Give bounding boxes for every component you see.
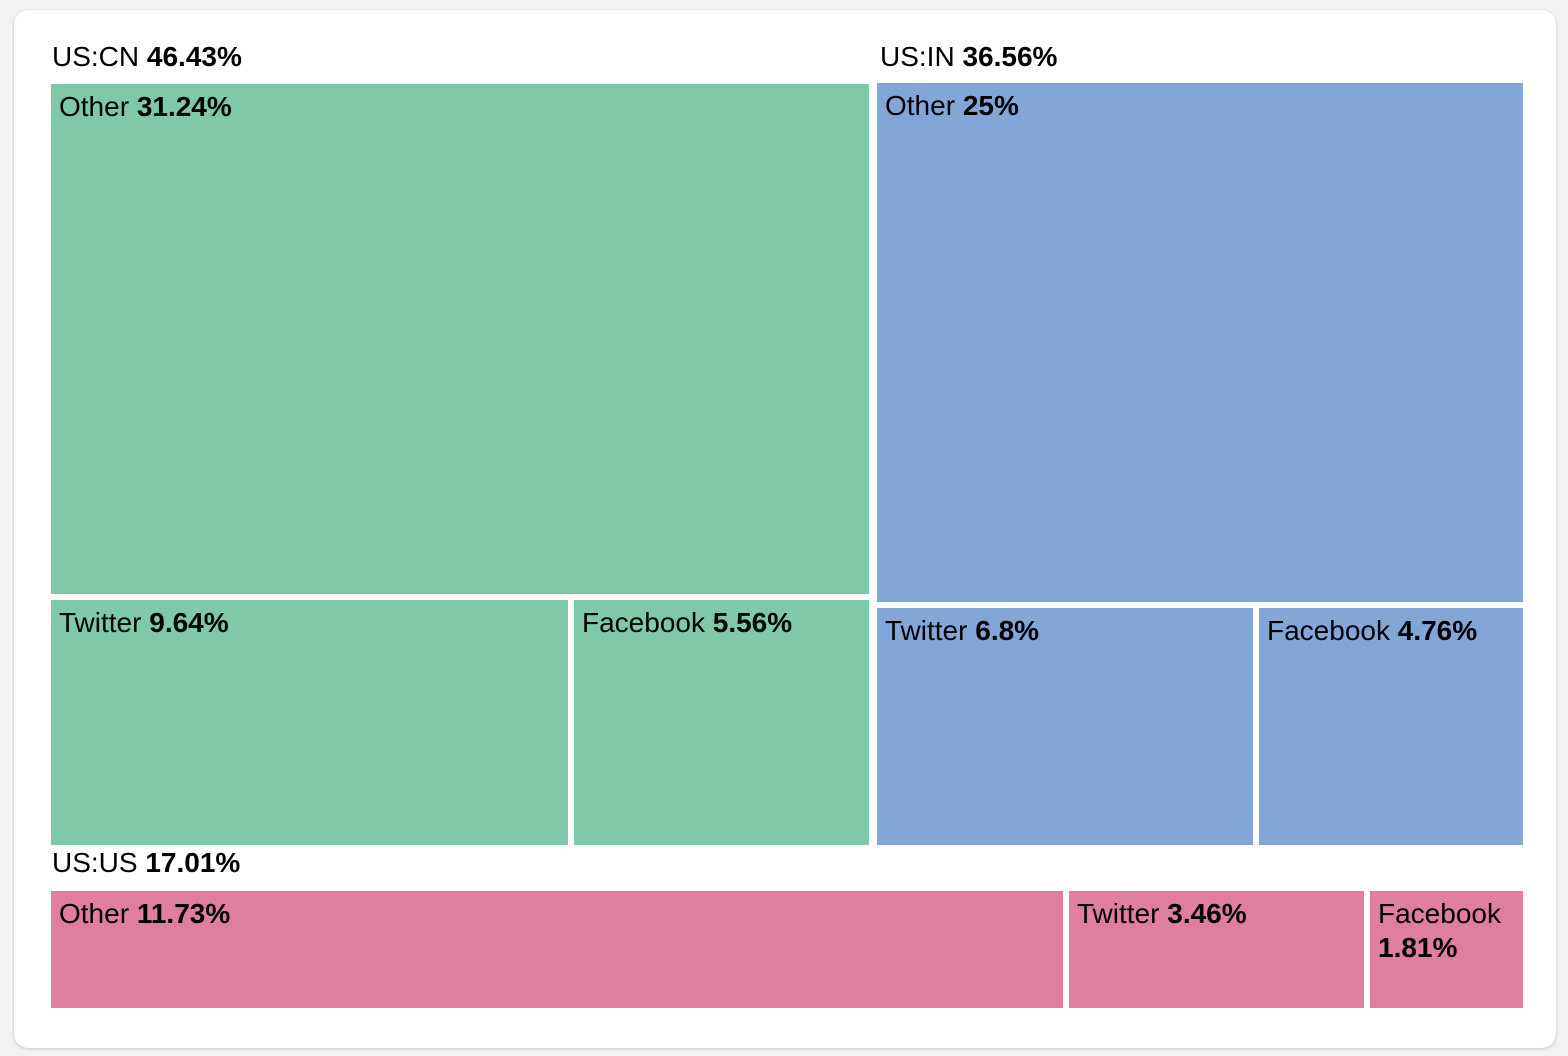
cell-percent: 11.73%: [136, 898, 231, 929]
cell-us-in-other[interactable]: Other 25%: [877, 83, 1523, 602]
cell-percent: 5.56%: [712, 607, 793, 638]
group-label-us-us: US:US 17.01%: [52, 846, 240, 880]
group-label-us-cn: US:CN 46.43%: [52, 40, 242, 74]
treemap-card: US:CN 46.43% Other 31.24% Twitter 9.64% …: [14, 10, 1556, 1048]
group-name: US:IN: [880, 41, 955, 72]
cell-name: Other: [885, 90, 956, 121]
cell-percent: 1.81%: [1378, 932, 1458, 963]
cell-us-in-twitter[interactable]: Twitter 6.8%: [877, 608, 1253, 845]
cell-percent: 3.46%: [1167, 898, 1247, 929]
cell-percent: 31.24%: [136, 91, 232, 122]
cell-us-us-other[interactable]: Other 11.73%: [51, 891, 1063, 1008]
cell-name: Twitter: [59, 607, 142, 638]
cell-percent: 9.64%: [149, 607, 229, 638]
cell-percent: 6.8%: [975, 615, 1040, 646]
cell-name: Other: [59, 898, 130, 929]
treemap-chart: US:CN 46.43% Other 31.24% Twitter 9.64% …: [14, 10, 1556, 1048]
cell-name: Other: [59, 91, 130, 122]
group-label-us-in: US:IN 36.56%: [880, 40, 1057, 74]
cell-name: Twitter: [885, 615, 968, 646]
cell-name: Facebook: [1267, 615, 1390, 646]
group-percent: 17.01%: [145, 847, 241, 878]
cell-percent: 4.76%: [1397, 615, 1478, 646]
group-percent: 36.56%: [962, 41, 1058, 72]
cell-us-cn-facebook[interactable]: Facebook 5.56%: [574, 600, 869, 845]
group-name: US:US: [52, 847, 138, 878]
cell-us-cn-twitter[interactable]: Twitter 9.64%: [51, 600, 568, 845]
cell-us-us-twitter[interactable]: Twitter 3.46%: [1069, 891, 1364, 1008]
cell-percent: 25%: [962, 90, 1019, 121]
group-percent: 46.43%: [146, 41, 242, 72]
cell-us-in-facebook[interactable]: Facebook 4.76%: [1259, 608, 1523, 845]
cell-us-us-facebook[interactable]: Facebook 1.81%: [1370, 891, 1523, 1008]
group-name: US:CN: [52, 41, 140, 72]
cell-name: Twitter: [1077, 898, 1160, 929]
cell-name: Facebook: [582, 607, 705, 638]
cell-us-cn-other[interactable]: Other 31.24%: [51, 84, 869, 594]
cell-name: Facebook: [1378, 898, 1501, 929]
